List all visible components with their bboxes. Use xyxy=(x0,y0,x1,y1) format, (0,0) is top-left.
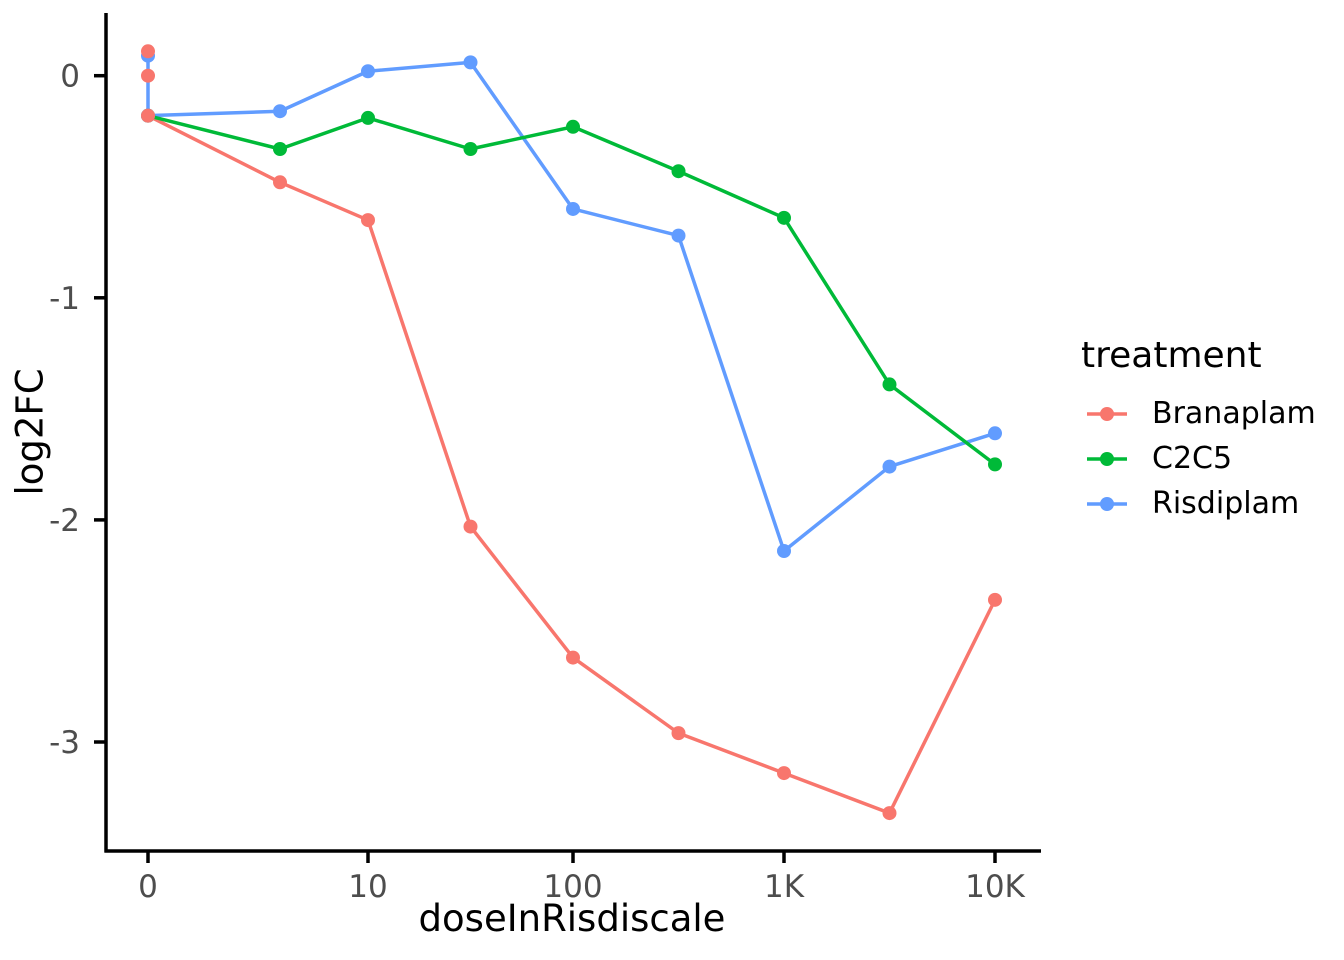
data-point-risdiplam xyxy=(566,201,580,216)
data-point-branaplam xyxy=(777,766,791,781)
data-point-branaplam xyxy=(463,519,478,534)
data-point-branaplam xyxy=(141,44,155,59)
x-tick-label: 1K xyxy=(764,869,805,905)
data-point-risdiplam xyxy=(671,228,686,243)
data-point-branaplam xyxy=(361,213,375,228)
y-axis-title: log2FC xyxy=(8,368,52,496)
y-tick-label: 0 xyxy=(60,59,80,95)
data-point-risdiplam xyxy=(463,55,478,70)
legend-label-risdiplam: Risdiplam xyxy=(1152,486,1300,522)
legend-key-risdiplam-icon xyxy=(1087,496,1127,511)
y-tick-label: -2 xyxy=(49,503,80,539)
data-point-risdiplam xyxy=(882,459,897,474)
data-point-branaplam xyxy=(671,726,686,741)
data-point-branaplam xyxy=(882,806,897,821)
data-point-risdiplam xyxy=(777,543,791,558)
series-line-risdiplam xyxy=(146,55,996,553)
data-point-c2c5 xyxy=(566,119,580,134)
legend-label-branaplam: Branaplam xyxy=(1152,396,1316,432)
data-point-c2c5 xyxy=(671,164,686,179)
series-line-branaplam xyxy=(147,114,997,815)
x-axis-title: doseInRisdiscale xyxy=(418,897,726,940)
data-point-risdiplam xyxy=(361,64,375,79)
x-tick-label: 0 xyxy=(138,869,158,905)
data-point-c2c5 xyxy=(988,457,1002,472)
legend-key-branaplam-icon xyxy=(1087,406,1127,421)
data-point-risdiplam xyxy=(273,104,287,119)
data-point-risdiplam xyxy=(988,426,1002,441)
x-tick-label: 10 xyxy=(348,869,387,905)
data-point-branaplam xyxy=(988,592,1002,607)
y-tick-label: -3 xyxy=(49,725,80,761)
data-point-branaplam xyxy=(141,108,155,123)
data-point-c2c5 xyxy=(882,377,897,392)
data-point-c2c5 xyxy=(361,110,375,125)
legend-entry-risdiplam: Risdiplam xyxy=(1081,481,1316,526)
data-point-branaplam xyxy=(141,68,155,83)
data-point-branaplam xyxy=(273,175,287,190)
data-point-c2c5 xyxy=(463,141,478,156)
x-tick-label: 10K xyxy=(965,869,1025,905)
legend-entry-c2c5: C2C5 xyxy=(1081,436,1316,481)
legend-label-c2c5: C2C5 xyxy=(1152,441,1233,477)
x-tick-label: 100 xyxy=(543,869,602,905)
data-point-c2c5 xyxy=(777,210,791,225)
legend-title: treatment xyxy=(1081,335,1262,376)
data-point-c2c5 xyxy=(273,141,287,156)
y-tick-label: -1 xyxy=(49,281,80,317)
legend-entry-branaplam: Branaplam xyxy=(1081,391,1316,436)
data-point-branaplam xyxy=(566,650,580,665)
legend-key-c2c5-icon xyxy=(1087,451,1127,466)
series-line-c2c5 xyxy=(147,113,997,466)
legend: treatment Branaplam C2C5 Risdiplam xyxy=(1081,334,1316,526)
